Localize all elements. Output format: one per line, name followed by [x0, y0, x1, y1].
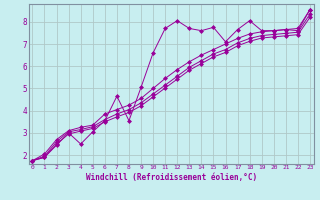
- X-axis label: Windchill (Refroidissement éolien,°C): Windchill (Refroidissement éolien,°C): [86, 173, 257, 182]
